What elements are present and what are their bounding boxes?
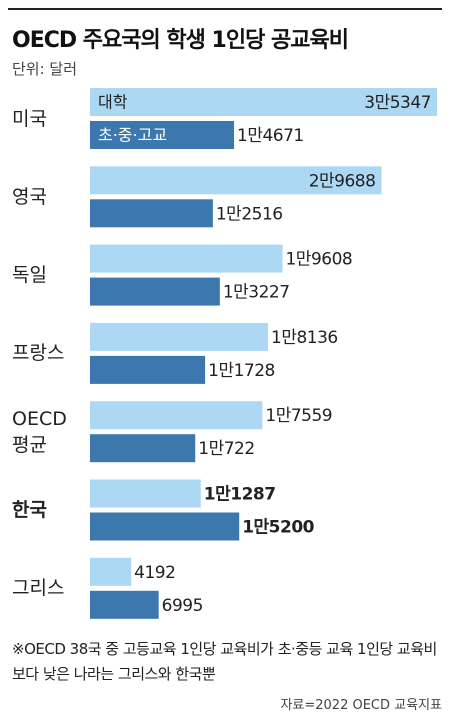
bar [90,434,196,463]
category-label: 한국 [12,499,47,521]
value-label: 2만9688 [309,171,376,191]
bar [90,479,201,508]
value-label: 1만7559 [265,406,332,426]
value-label: 1만5200 [242,518,314,538]
label-bg [236,126,305,146]
label-bg [221,282,291,303]
value-label: 1만4671 [237,126,304,146]
bar [90,88,437,116]
bar [90,590,159,619]
category-label: 미국 [12,107,47,130]
bar [90,512,240,541]
legend-label: 초·중·고교 [98,126,167,145]
label-bg [241,517,316,538]
label-bg [160,595,204,616]
label-bg [202,484,277,505]
label-bg [133,562,177,583]
bar [90,277,220,306]
bar [90,401,263,430]
bar [90,199,213,228]
category-label: 영국 [12,185,47,208]
value-label: 1만722 [198,439,254,459]
value-label: 1만1728 [208,361,275,381]
label-bg [214,204,284,225]
bar [90,121,235,149]
value-label: 1만8136 [271,328,338,348]
bar [90,557,132,586]
label-bg [207,360,276,381]
label-bg [284,249,354,270]
label-bg [270,327,339,348]
subtitle: 단위: 달러 [12,60,78,78]
value-label: 3만5347 [364,93,431,113]
bar [90,244,283,273]
bar [90,166,382,195]
value-label: 1만2516 [216,204,283,224]
bar [90,322,269,351]
source: 자료=2022 OECD 교육지표 [280,698,442,713]
label-bg [197,439,256,460]
value-label: 6995 [162,596,203,616]
category-label: OECD 평균 [12,407,67,456]
value-label: 1만9608 [285,250,352,270]
value-label: 1만1287 [204,485,276,505]
legend-label: 대학 [98,93,128,112]
value-label: 1만3227 [223,283,290,303]
note: ※OECD 38국 중 고등교육 1인당 교육비가 초·중등 교육 1인당 교육… [12,640,437,683]
category-label: 그리스 [12,577,65,600]
chart-title: OECD 주요국의 학생 1인당 공교육비 [12,28,349,53]
label-bg [264,406,334,427]
category-label: 프랑스 [12,342,65,365]
category-label: 독일 [12,264,47,287]
value-label: 4192 [134,563,175,583]
bar [90,355,206,384]
